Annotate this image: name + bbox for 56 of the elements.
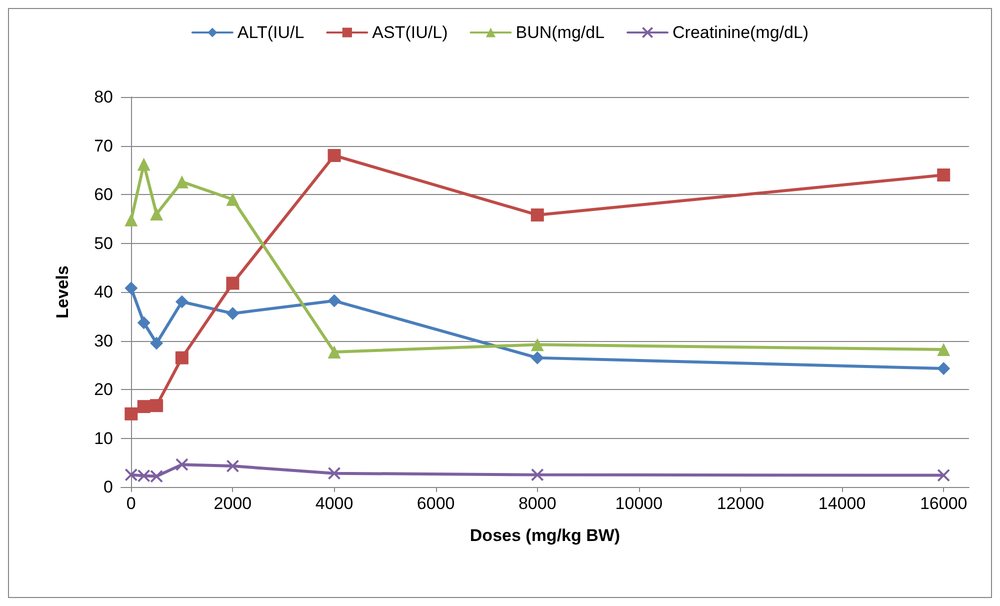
point [937, 362, 950, 376]
point [226, 306, 240, 320]
point [530, 468, 544, 482]
point [150, 208, 164, 220]
point [150, 470, 164, 483]
point [137, 158, 150, 171]
point [328, 466, 341, 480]
point [137, 316, 150, 330]
x-tick-label: 16000 [920, 494, 968, 513]
y-tick-label: 30 [94, 331, 113, 350]
point [137, 400, 150, 414]
x-tick-label: 12000 [716, 494, 764, 513]
x-axis-title: Doses (mg/kg BW) [470, 526, 620, 545]
y-tick-label: 10 [94, 428, 113, 448]
y-tick-label: 70 [94, 136, 113, 156]
point [175, 295, 188, 308]
legend-label: AST(IU/L) [372, 23, 448, 42]
point [124, 213, 138, 226]
point [175, 175, 188, 188]
y-tick-label: 50 [94, 234, 113, 253]
x-tick-label: 8000 [518, 494, 556, 513]
point [937, 168, 950, 182]
y-tick-label: 60 [94, 185, 113, 204]
x-tick-label: 10000 [615, 494, 663, 513]
point [328, 345, 341, 358]
x-tick-label: 0 [126, 494, 136, 513]
x-tick-label: 6000 [416, 494, 455, 513]
point [226, 276, 240, 290]
point [226, 460, 240, 473]
point [530, 351, 544, 364]
legend-label: ALT(IU/L [237, 23, 304, 42]
point [328, 294, 341, 308]
legend-label: Creatinine(mg/dL) [672, 23, 809, 42]
point [226, 192, 240, 206]
y-tick-label: 40 [94, 282, 113, 302]
point [137, 469, 150, 482]
point [937, 468, 950, 482]
point [124, 468, 138, 482]
point [175, 458, 188, 472]
point [124, 407, 138, 420]
point [328, 149, 341, 162]
y-tick-label: 20 [94, 380, 113, 399]
x-tick-label: 2000 [214, 494, 252, 513]
legend-label: BUN(mg/dL [516, 23, 605, 42]
point [175, 351, 188, 364]
x-tick-label: 14000 [818, 494, 866, 513]
point [150, 336, 164, 350]
point [530, 338, 544, 352]
point [937, 343, 950, 356]
point [530, 208, 544, 222]
y-tick-label: 80 [94, 88, 113, 106]
x-tick-label: 4000 [315, 494, 354, 513]
point [150, 399, 164, 412]
point [124, 282, 138, 295]
y-axis-title: Levels [53, 266, 72, 318]
y-tick-label: 0 [104, 478, 113, 496]
